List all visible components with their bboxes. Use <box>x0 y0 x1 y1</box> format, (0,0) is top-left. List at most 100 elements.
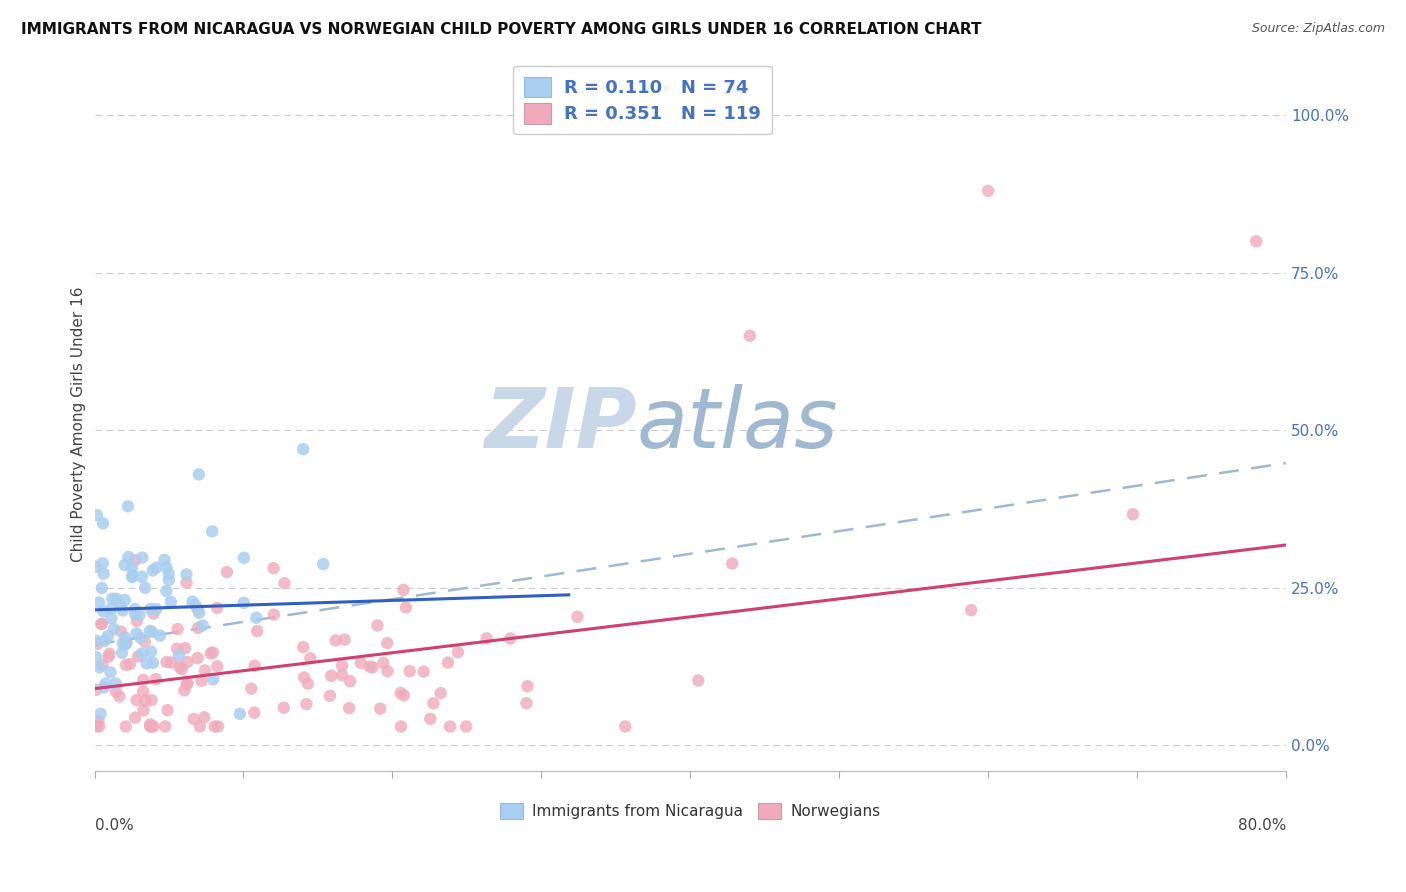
Point <box>977 184 1000 198</box>
Point <box>93 566 115 581</box>
Point <box>181 595 204 609</box>
Point <box>167 648 190 663</box>
Point <box>263 561 285 575</box>
Point <box>187 621 209 635</box>
Point <box>368 701 391 715</box>
Y-axis label: Child Poverty Among Girls Under 16: Child Poverty Among Girls Under 16 <box>72 286 86 562</box>
Point <box>398 664 420 678</box>
Point <box>132 703 155 717</box>
Point <box>263 607 285 622</box>
Point <box>325 633 347 648</box>
Point <box>1122 508 1144 522</box>
Point <box>155 583 177 598</box>
Point <box>87 595 110 609</box>
Point <box>567 609 589 624</box>
Point <box>139 717 162 731</box>
Point <box>330 668 353 682</box>
Point <box>359 659 381 673</box>
Point <box>118 657 141 672</box>
Point <box>142 607 165 621</box>
Point <box>960 603 983 617</box>
Point <box>176 575 198 590</box>
Point <box>273 576 295 591</box>
Point <box>125 693 148 707</box>
Point <box>456 719 478 733</box>
Point <box>205 601 228 615</box>
Point <box>392 582 415 597</box>
Point <box>110 599 132 614</box>
Point <box>366 618 388 632</box>
Point <box>103 622 125 636</box>
Point <box>142 719 165 733</box>
Point <box>155 655 177 669</box>
Point <box>139 624 162 638</box>
Point <box>319 689 342 703</box>
Point <box>176 678 198 692</box>
Point <box>139 602 162 616</box>
Point <box>142 564 165 578</box>
Point <box>475 632 498 646</box>
Point <box>100 601 122 615</box>
Point <box>194 664 217 678</box>
Point <box>149 629 172 643</box>
Point <box>429 686 451 700</box>
Point <box>121 568 143 582</box>
Point <box>114 719 136 733</box>
Point <box>117 549 139 564</box>
Point <box>173 683 195 698</box>
Point <box>145 672 167 686</box>
Point <box>141 624 163 639</box>
Point <box>91 657 114 672</box>
Point <box>94 676 117 690</box>
Point <box>89 719 111 733</box>
Point <box>97 629 120 643</box>
Text: IMMIGRANTS FROM NICARAGUA VS NORWEGIAN CHILD POVERTY AMONG GIRLS UNDER 16 CORREL: IMMIGRANTS FROM NICARAGUA VS NORWEGIAN C… <box>21 22 981 37</box>
Point <box>166 641 188 656</box>
Point <box>93 681 115 695</box>
Point <box>100 611 122 625</box>
Text: 0.0%: 0.0% <box>94 818 134 833</box>
Point <box>84 682 107 697</box>
Point <box>125 614 148 628</box>
Point <box>312 557 335 571</box>
Point <box>124 607 146 621</box>
Point <box>204 719 226 733</box>
Point <box>157 573 180 587</box>
Point <box>295 697 318 711</box>
Point <box>201 645 224 659</box>
Point <box>142 656 165 670</box>
Point <box>100 665 122 680</box>
Point <box>201 524 224 539</box>
Point <box>84 559 107 574</box>
Point <box>246 624 269 638</box>
Point <box>188 719 211 733</box>
Point <box>166 622 188 636</box>
Point <box>145 602 167 616</box>
Point <box>190 673 212 688</box>
Point <box>207 659 229 673</box>
Point <box>187 602 209 616</box>
Point <box>135 657 157 671</box>
Point <box>232 550 254 565</box>
Point <box>174 641 197 656</box>
Point <box>187 651 209 665</box>
Point <box>105 591 128 606</box>
Text: Source: ZipAtlas.com: Source: ZipAtlas.com <box>1251 22 1385 36</box>
Point <box>245 611 267 625</box>
Point <box>84 650 107 665</box>
Legend: Immigrants from Nicaragua, Norwegians: Immigrants from Nicaragua, Norwegians <box>494 797 887 825</box>
Point <box>139 645 162 659</box>
Point <box>389 686 412 700</box>
Point <box>176 655 198 669</box>
Point <box>299 651 322 665</box>
Point <box>437 656 460 670</box>
Point <box>114 631 136 645</box>
Point <box>721 557 744 571</box>
Point <box>499 632 522 646</box>
Point <box>215 565 238 579</box>
Point <box>145 560 167 574</box>
Point <box>350 656 373 670</box>
Point <box>124 602 146 616</box>
Point <box>447 645 470 659</box>
Point <box>184 599 207 613</box>
